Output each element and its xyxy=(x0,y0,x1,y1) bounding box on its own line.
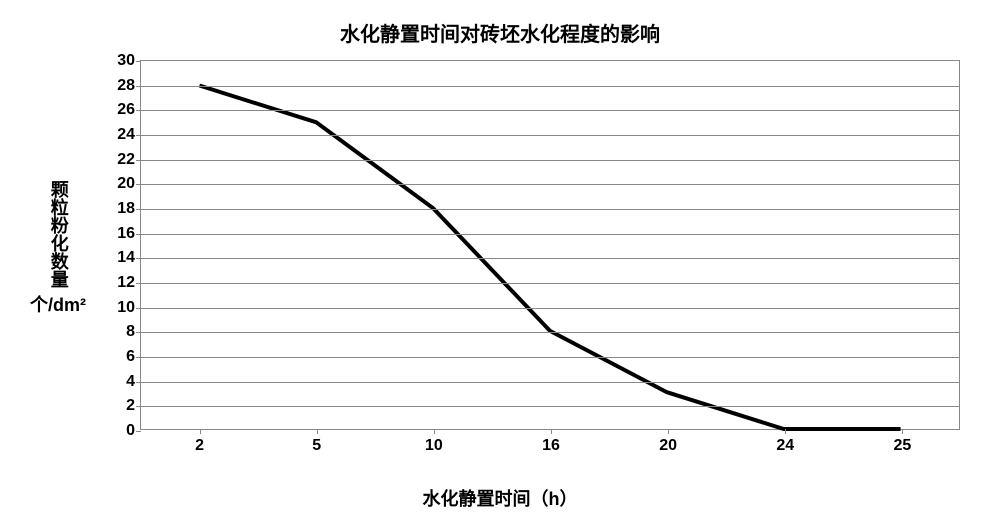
xtick-label: 20 xyxy=(659,437,677,455)
ytick-mark xyxy=(136,160,141,161)
grid-line xyxy=(141,332,959,333)
ytick-label: 28 xyxy=(117,77,135,95)
grid-line xyxy=(141,86,959,87)
grid-line xyxy=(141,406,959,407)
y-axis-label: 颗粒粉化数量 个/dm² xyxy=(30,180,86,318)
ytick-label: 8 xyxy=(126,323,135,341)
grid-line xyxy=(141,308,959,309)
ytick-label: 2 xyxy=(126,397,135,415)
xtick-mark xyxy=(434,429,435,434)
ytick-mark xyxy=(136,258,141,259)
grid-line xyxy=(141,135,959,136)
series-line xyxy=(141,61,959,429)
ytick-label: 14 xyxy=(117,249,135,267)
ytick-label: 20 xyxy=(117,175,135,193)
ytick-label: 12 xyxy=(117,274,135,292)
ytick-label: 6 xyxy=(126,348,135,366)
ytick-mark xyxy=(136,357,141,358)
xtick-mark xyxy=(551,429,552,434)
ytick-label: 22 xyxy=(117,151,135,169)
ytick-mark xyxy=(136,406,141,407)
grid-line xyxy=(141,234,959,235)
ytick-mark xyxy=(136,308,141,309)
ytick-label: 18 xyxy=(117,200,135,218)
plot-area: 024681012141618202224262830251016202425 xyxy=(140,60,960,430)
x-axis-label: 水化静置时间（h） xyxy=(0,485,1000,511)
xtick-label: 2 xyxy=(195,437,204,455)
grid-line xyxy=(141,357,959,358)
ytick-label: 16 xyxy=(117,225,135,243)
y-axis-label-line1: 颗粒粉化数量 xyxy=(46,180,69,288)
ytick-label: 24 xyxy=(117,126,135,144)
grid-line xyxy=(141,184,959,185)
ytick-label: 4 xyxy=(126,373,135,391)
data-line xyxy=(199,86,900,429)
ytick-mark xyxy=(136,382,141,383)
ytick-mark xyxy=(136,86,141,87)
xtick-mark xyxy=(902,429,903,434)
grid-line xyxy=(141,110,959,111)
ytick-mark xyxy=(136,110,141,111)
xtick-label: 10 xyxy=(425,437,443,455)
xtick-label: 16 xyxy=(542,437,560,455)
xtick-label: 25 xyxy=(894,437,912,455)
xtick-label: 24 xyxy=(776,437,794,455)
xtick-mark xyxy=(200,429,201,434)
grid-line xyxy=(141,382,959,383)
ytick-mark xyxy=(136,135,141,136)
xtick-label: 5 xyxy=(312,437,321,455)
grid-line xyxy=(141,283,959,284)
xtick-mark xyxy=(317,429,318,434)
ytick-label: 30 xyxy=(117,52,135,70)
ytick-label: 26 xyxy=(117,101,135,119)
xtick-mark xyxy=(785,429,786,434)
ytick-mark xyxy=(136,431,141,432)
chart-title: 水化静置时间对砖坯水化程度的影响 xyxy=(0,18,1000,47)
ytick-mark xyxy=(136,332,141,333)
ytick-mark xyxy=(136,61,141,62)
xtick-mark xyxy=(668,429,669,434)
grid-line xyxy=(141,258,959,259)
ytick-label: 10 xyxy=(117,299,135,317)
ytick-mark xyxy=(136,209,141,210)
ytick-label: 0 xyxy=(126,422,135,440)
ytick-mark xyxy=(136,234,141,235)
y-axis-label-unit: 个/dm² xyxy=(30,295,86,315)
grid-line xyxy=(141,160,959,161)
ytick-mark xyxy=(136,283,141,284)
ytick-mark xyxy=(136,184,141,185)
grid-line xyxy=(141,209,959,210)
